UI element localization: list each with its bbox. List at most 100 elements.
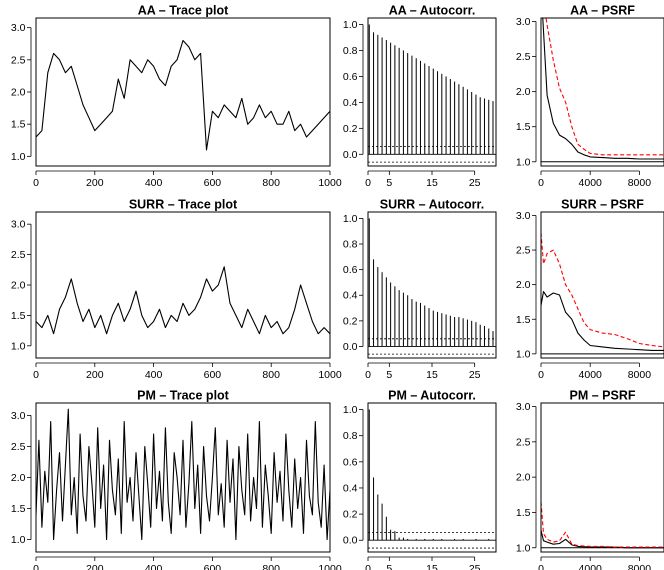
pm-psrf-plot-area: [541, 501, 664, 549]
surr-trace-xtick-label: 200: [86, 369, 104, 381]
pm-trace-frame: [35, 402, 331, 553]
pm-acf-ytick-label: 0.2: [343, 509, 358, 521]
aa-acf-panel: AA – Autocorr. 0 5 15 25 0.0 0.2 0.4 0.6 0.8 1.0: [343, 4, 497, 189]
aa-acf-ytick-label: 0.4: [343, 97, 358, 109]
surr-psrf-title: SURR – PSRF: [561, 198, 644, 212]
surr-trace-xtick-label: 800: [262, 369, 280, 381]
aa-trace-xtick-label: 1000: [318, 177, 342, 189]
surr-psrf-panel: SURR – PSRF 0 4000 8000 1.0 1.5 2.0 2.5 3.0: [516, 198, 664, 381]
aa-psrf-ytick-label: 1.0: [516, 156, 531, 168]
surr-trace-xtick-label: 600: [204, 369, 222, 381]
pm-acf-xtick-label: 0: [365, 563, 371, 570]
pm-psrf-title: PM – PSRF: [570, 389, 636, 403]
aa-acf-ytick-label: 0.8: [343, 45, 358, 57]
pm-trace-ytick-label: 3.0: [11, 410, 26, 422]
aa-acf-xtick-label: 25: [469, 177, 481, 189]
aa-trace-ytick-label: 1.5: [11, 119, 26, 131]
surr-trace-xtick-label: 1000: [318, 369, 342, 381]
surr-acf-panel: SURR – Autocorr. 0 5 15 25 0.0 0.2 0.4 0.6 0.8 1.0: [343, 198, 497, 381]
aa-trace-xtick-label: 0: [33, 177, 39, 189]
surr-psrf-ytick-label: 2.0: [516, 279, 531, 291]
surr-acf-xtick-label: 0: [365, 369, 371, 381]
aa-acf-ytick-label: 0.2: [343, 123, 358, 135]
surr-acf-ytick-label: 1.0: [343, 213, 358, 225]
pm-acf-frame: [367, 402, 497, 553]
pm-acf-ytick-label: 0.6: [343, 456, 358, 468]
surr-trace-ytick-label: 3.0: [11, 219, 26, 231]
pm-trace-ytick-label: 2.0: [11, 472, 26, 484]
pm-trace-ytick-label: 1.0: [11, 534, 26, 546]
pm-psrf-xtick-label: 0: [538, 563, 544, 570]
surr-psrf-xtick-label: 0: [538, 369, 544, 381]
pm-trace-title: PM – Trace plot: [137, 389, 230, 403]
aa-acf-ytick-label: 1.0: [343, 19, 358, 31]
surr-trace-ytick-label: 1.0: [11, 340, 26, 352]
surr-trace-plot-area: [36, 266, 330, 335]
pm-psrf-ytick-label: 1.5: [516, 507, 531, 519]
surr-psrf-series-dashed-1: [541, 232, 664, 348]
aa-trace-panel: AA – Trace plot 0 200 400 600 800 1000 1.0 1.5 2.…: [11, 4, 342, 190]
surr-acf-ytick-label: 0.6: [343, 264, 358, 276]
aa-psrf-frame: [540, 17, 664, 167]
aa-psrf-series-dashed-1: [545, 18, 664, 156]
surr-psrf-ytick-label: 1.0: [516, 348, 531, 360]
aa-acf-frame: [367, 17, 497, 167]
surr-trace-xtick-label: 0: [33, 369, 39, 381]
pm-psrf-panel: PM – PSRF 0 4000 8000 1.0 1.5 2.0 2.5 3.0: [516, 389, 664, 570]
surr-acf-ytick-label: 0.0: [343, 341, 358, 353]
aa-psrf-ytick-label: 2.0: [516, 86, 531, 98]
surr-psrf-xtick-label: 4000: [579, 369, 603, 381]
aa-trace-xtick-label: 600: [204, 177, 222, 189]
surr-acf-ytick-label: 0.4: [343, 290, 358, 302]
surr-trace-frame: [35, 211, 331, 359]
aa-acf-plot-area: [368, 24, 496, 163]
aa-psrf-title: AA – PSRF: [570, 4, 635, 18]
aa-trace-xtick-label: 800: [262, 177, 280, 189]
surr-acf-xtick-label: 15: [426, 369, 438, 381]
pm-trace-ytick-label: 1.5: [11, 503, 26, 515]
aa-psrf-plot-area: [541, 18, 664, 163]
pm-acf-ytick-label: 0.4: [343, 482, 358, 494]
surr-psrf-plot-area: [541, 232, 664, 355]
surr-psrf-xtick-label: 8000: [628, 369, 652, 381]
aa-trace-series-line-0: [36, 39, 330, 151]
pm-trace-xtick-label: 200: [86, 563, 104, 570]
surr-acf-xtick-label: 25: [469, 369, 481, 381]
pm-acf-plot-area: [368, 409, 496, 549]
surr-psrf-series-solid-0: [541, 291, 664, 351]
aa-trace-frame: [35, 17, 331, 167]
pm-trace-xtick-label: 600: [204, 563, 222, 570]
aa-psrf-series-solid-0: [542, 18, 664, 160]
pm-psrf-ytick-label: 2.5: [516, 436, 531, 448]
surr-trace-series-line-0: [36, 266, 330, 335]
aa-acf-xtick-label: 5: [386, 177, 392, 189]
surr-trace-title: SURR – Trace plot: [129, 198, 238, 212]
aa-trace-ytick-label: 1.0: [11, 151, 26, 163]
pm-acf-ytick-label: 0.0: [343, 535, 358, 547]
surr-trace-ytick-label: 1.5: [11, 310, 26, 322]
pm-psrf-series-dashed-1: [541, 501, 664, 548]
aa-psrf-ytick-label: 2.5: [516, 51, 531, 63]
surr-trace-ytick-label: 2.5: [11, 249, 26, 261]
surr-acf-title: SURR – Autocorr.: [380, 198, 484, 212]
pm-psrf-ytick-label: 1.0: [516, 542, 531, 554]
surr-acf-ytick-label: 0.2: [343, 315, 358, 327]
pm-acf-panel: PM – Autocorr. 0 5 15 25 0.0 0.2 0.4 0.6 0.8 1.0: [343, 389, 497, 570]
surr-acf-ytick-label: 0.8: [343, 239, 358, 251]
surr-trace-xtick-label: 400: [145, 369, 163, 381]
pm-acf-ytick-label: 1.0: [343, 404, 358, 416]
aa-trace-xtick-label: 400: [145, 177, 163, 189]
pm-psrf-ytick-label: 3.0: [516, 401, 531, 413]
aa-acf-xtick-label: 15: [426, 177, 438, 189]
aa-psrf-ytick-label: 3.0: [516, 16, 531, 28]
pm-trace-plot-area: [36, 408, 330, 541]
aa-psrf-xtick-label: 8000: [628, 177, 652, 189]
pm-trace-series-line-0: [36, 408, 330, 541]
aa-trace-title: AA – Trace plot: [138, 4, 229, 18]
aa-psrf-ytick-label: 1.5: [516, 121, 531, 133]
pm-psrf-frame: [540, 402, 664, 553]
surr-psrf-ytick-label: 2.5: [516, 245, 531, 257]
pm-psrf-xtick-label: 4000: [579, 563, 603, 570]
pm-trace-xtick-label: 400: [145, 563, 163, 570]
